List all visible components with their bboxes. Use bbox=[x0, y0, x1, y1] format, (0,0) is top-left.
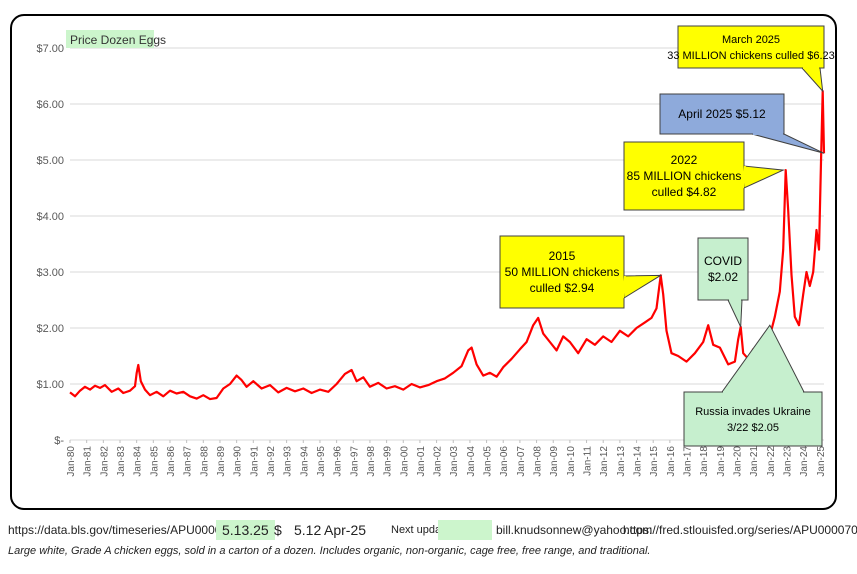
chart-title-bg bbox=[66, 30, 154, 48]
fred-source-link[interactable]: https://fred.stlouisfed.org/series/APU00… bbox=[623, 523, 857, 537]
callout-text: Russia invades Ukraine bbox=[695, 406, 811, 418]
callout-text: March 2025 bbox=[722, 34, 780, 46]
author-email[interactable]: bill.knudsonnew@yahoo.com bbox=[496, 523, 653, 537]
chart-title: Price Dozen Eggs bbox=[70, 33, 166, 47]
x-tick-label: Jan-21 bbox=[749, 446, 760, 477]
callout-text: culled $4.82 bbox=[652, 185, 717, 199]
x-tick-label: Jan-96 bbox=[333, 446, 344, 477]
y-tick-label: $- bbox=[54, 435, 64, 447]
x-tick-label: Jan-97 bbox=[349, 446, 360, 477]
x-tick-label: Jan-91 bbox=[249, 446, 260, 477]
callout-pointer bbox=[751, 133, 825, 154]
latest-price-month: Apr-25 bbox=[324, 522, 367, 538]
x-tick-label: Jan-13 bbox=[616, 446, 627, 477]
x-tick-label: Jan-87 bbox=[183, 446, 194, 477]
x-tick-label: Jan-03 bbox=[449, 446, 460, 477]
callout-text: COVID bbox=[704, 254, 742, 268]
y-tick-label: $6.00 bbox=[36, 99, 64, 111]
callout-box bbox=[623, 141, 745, 211]
callout-box bbox=[659, 93, 785, 135]
price-line bbox=[69, 90, 826, 401]
callout-text: 2015 bbox=[549, 249, 576, 263]
x-tick-label: Jan-89 bbox=[216, 446, 227, 477]
callout-text: 2022 bbox=[671, 153, 698, 167]
x-tick-label: Jan-82 bbox=[99, 446, 110, 477]
x-tick-label: Jan-94 bbox=[299, 446, 310, 477]
x-tick-label: Jan-95 bbox=[316, 446, 327, 477]
x-tick-label: Jan-16 bbox=[666, 446, 677, 477]
next-update-value-box bbox=[438, 520, 492, 540]
callout-pointer bbox=[727, 299, 743, 328]
x-tick-label: Jan-90 bbox=[233, 446, 244, 477]
x-tick-label: Jan-24 bbox=[799, 446, 810, 477]
x-tick-label: Jan-98 bbox=[366, 446, 377, 477]
x-tick-label: Jan-06 bbox=[499, 446, 510, 477]
dollar-sign: $ bbox=[274, 522, 282, 538]
y-tick-label: $3.00 bbox=[36, 267, 64, 279]
callout-pointer bbox=[800, 67, 824, 93]
x-tick-label: Jan-14 bbox=[633, 446, 644, 477]
x-tick-label: Jan-15 bbox=[649, 446, 660, 477]
x-tick-label: Jan-25 bbox=[816, 446, 827, 477]
callout-box bbox=[677, 25, 825, 69]
y-tick-label: $2.00 bbox=[36, 323, 64, 335]
callout-text: culled $2.94 bbox=[530, 281, 595, 295]
x-tick-label: Jan-05 bbox=[483, 446, 494, 477]
callout-box bbox=[683, 391, 823, 447]
x-tick-label: Jan-83 bbox=[116, 446, 127, 477]
x-tick-label: Jan-10 bbox=[566, 446, 577, 477]
y-tick-label: $4.00 bbox=[36, 211, 64, 223]
callout-box bbox=[499, 235, 625, 309]
callout-text: $2.02 bbox=[708, 270, 738, 284]
chart-frame: $- $1.00 $2.00 $3.00 $4.00 $5.00 $6.00 $7.00 Jan… bbox=[10, 14, 837, 510]
x-tick-label: Jan-00 bbox=[399, 446, 410, 477]
y-tick-label: $1.00 bbox=[36, 379, 64, 391]
x-tick-label: Jan-12 bbox=[599, 446, 610, 477]
x-tick-label: Jan-18 bbox=[699, 446, 710, 477]
update-date-badge: 5.13.25 bbox=[216, 520, 275, 540]
x-tick-label: Jan-11 bbox=[583, 446, 594, 476]
callout-joint bbox=[742, 165, 746, 189]
x-tick-label: Jan-01 bbox=[416, 446, 427, 477]
footnote: Large white, Grade A chicken eggs, sold … bbox=[8, 545, 651, 557]
x-tick-label: Jan-84 bbox=[133, 446, 144, 477]
x-tick-label: Jan-85 bbox=[149, 446, 160, 477]
x-tick-label: Jan-99 bbox=[383, 446, 394, 477]
callout-pointer bbox=[743, 165, 786, 189]
bls-source-link[interactable]: https://data.bls.gov/timeseries/APU00007… bbox=[8, 523, 260, 537]
x-tick-label: Jan-81 bbox=[83, 446, 94, 477]
callout-text: 85 MILLION chickens bbox=[627, 169, 742, 183]
x-tick-label: Jan-17 bbox=[683, 446, 694, 477]
x-tick-label: Jan-07 bbox=[516, 446, 527, 477]
x-tick-label: Jan-04 bbox=[466, 446, 477, 477]
x-tick-label: Jan-20 bbox=[733, 446, 744, 477]
x-tick-label: Jan-80 bbox=[66, 446, 77, 477]
x-tick-label: Jan-08 bbox=[533, 446, 544, 477]
callout-pointer bbox=[623, 274, 663, 299]
callout-text: 3/22 $2.05 bbox=[727, 422, 779, 434]
y-tick-label: $7.00 bbox=[36, 43, 64, 55]
callout-text: April 2025 $5.12 bbox=[678, 107, 766, 121]
x-tick-label: Jan-88 bbox=[199, 446, 210, 477]
x-tick-label: Jan-22 bbox=[766, 446, 777, 477]
callout-text: 33 MILLION chickens culled $6.23 bbox=[667, 50, 835, 62]
callout-joint bbox=[622, 275, 626, 299]
footer-source-line: https://data.bls.gov/timeseries/APU00007… bbox=[8, 520, 857, 540]
x-tick-label: Jan-19 bbox=[716, 446, 727, 477]
x-tick-label: Jan-09 bbox=[549, 446, 560, 477]
x-tick-label: Jan-23 bbox=[783, 446, 794, 477]
x-tick-label: Jan-86 bbox=[166, 446, 177, 477]
x-tick-label: Jan-02 bbox=[433, 446, 444, 477]
callout-text: 50 MILLION chickens bbox=[505, 265, 620, 279]
callout-box bbox=[697, 237, 749, 301]
next-update-label: Next update: bbox=[391, 524, 454, 536]
x-tick-label: Jan-92 bbox=[266, 446, 277, 477]
egg-price-chart: $- $1.00 $2.00 $3.00 $4.00 $5.00 $6.00 $7.00 Jan… bbox=[36, 25, 835, 477]
x-tick-label: Jan-93 bbox=[283, 446, 294, 477]
y-tick-label: $5.00 bbox=[36, 155, 64, 167]
latest-price-value: 5.12 bbox=[294, 522, 322, 538]
